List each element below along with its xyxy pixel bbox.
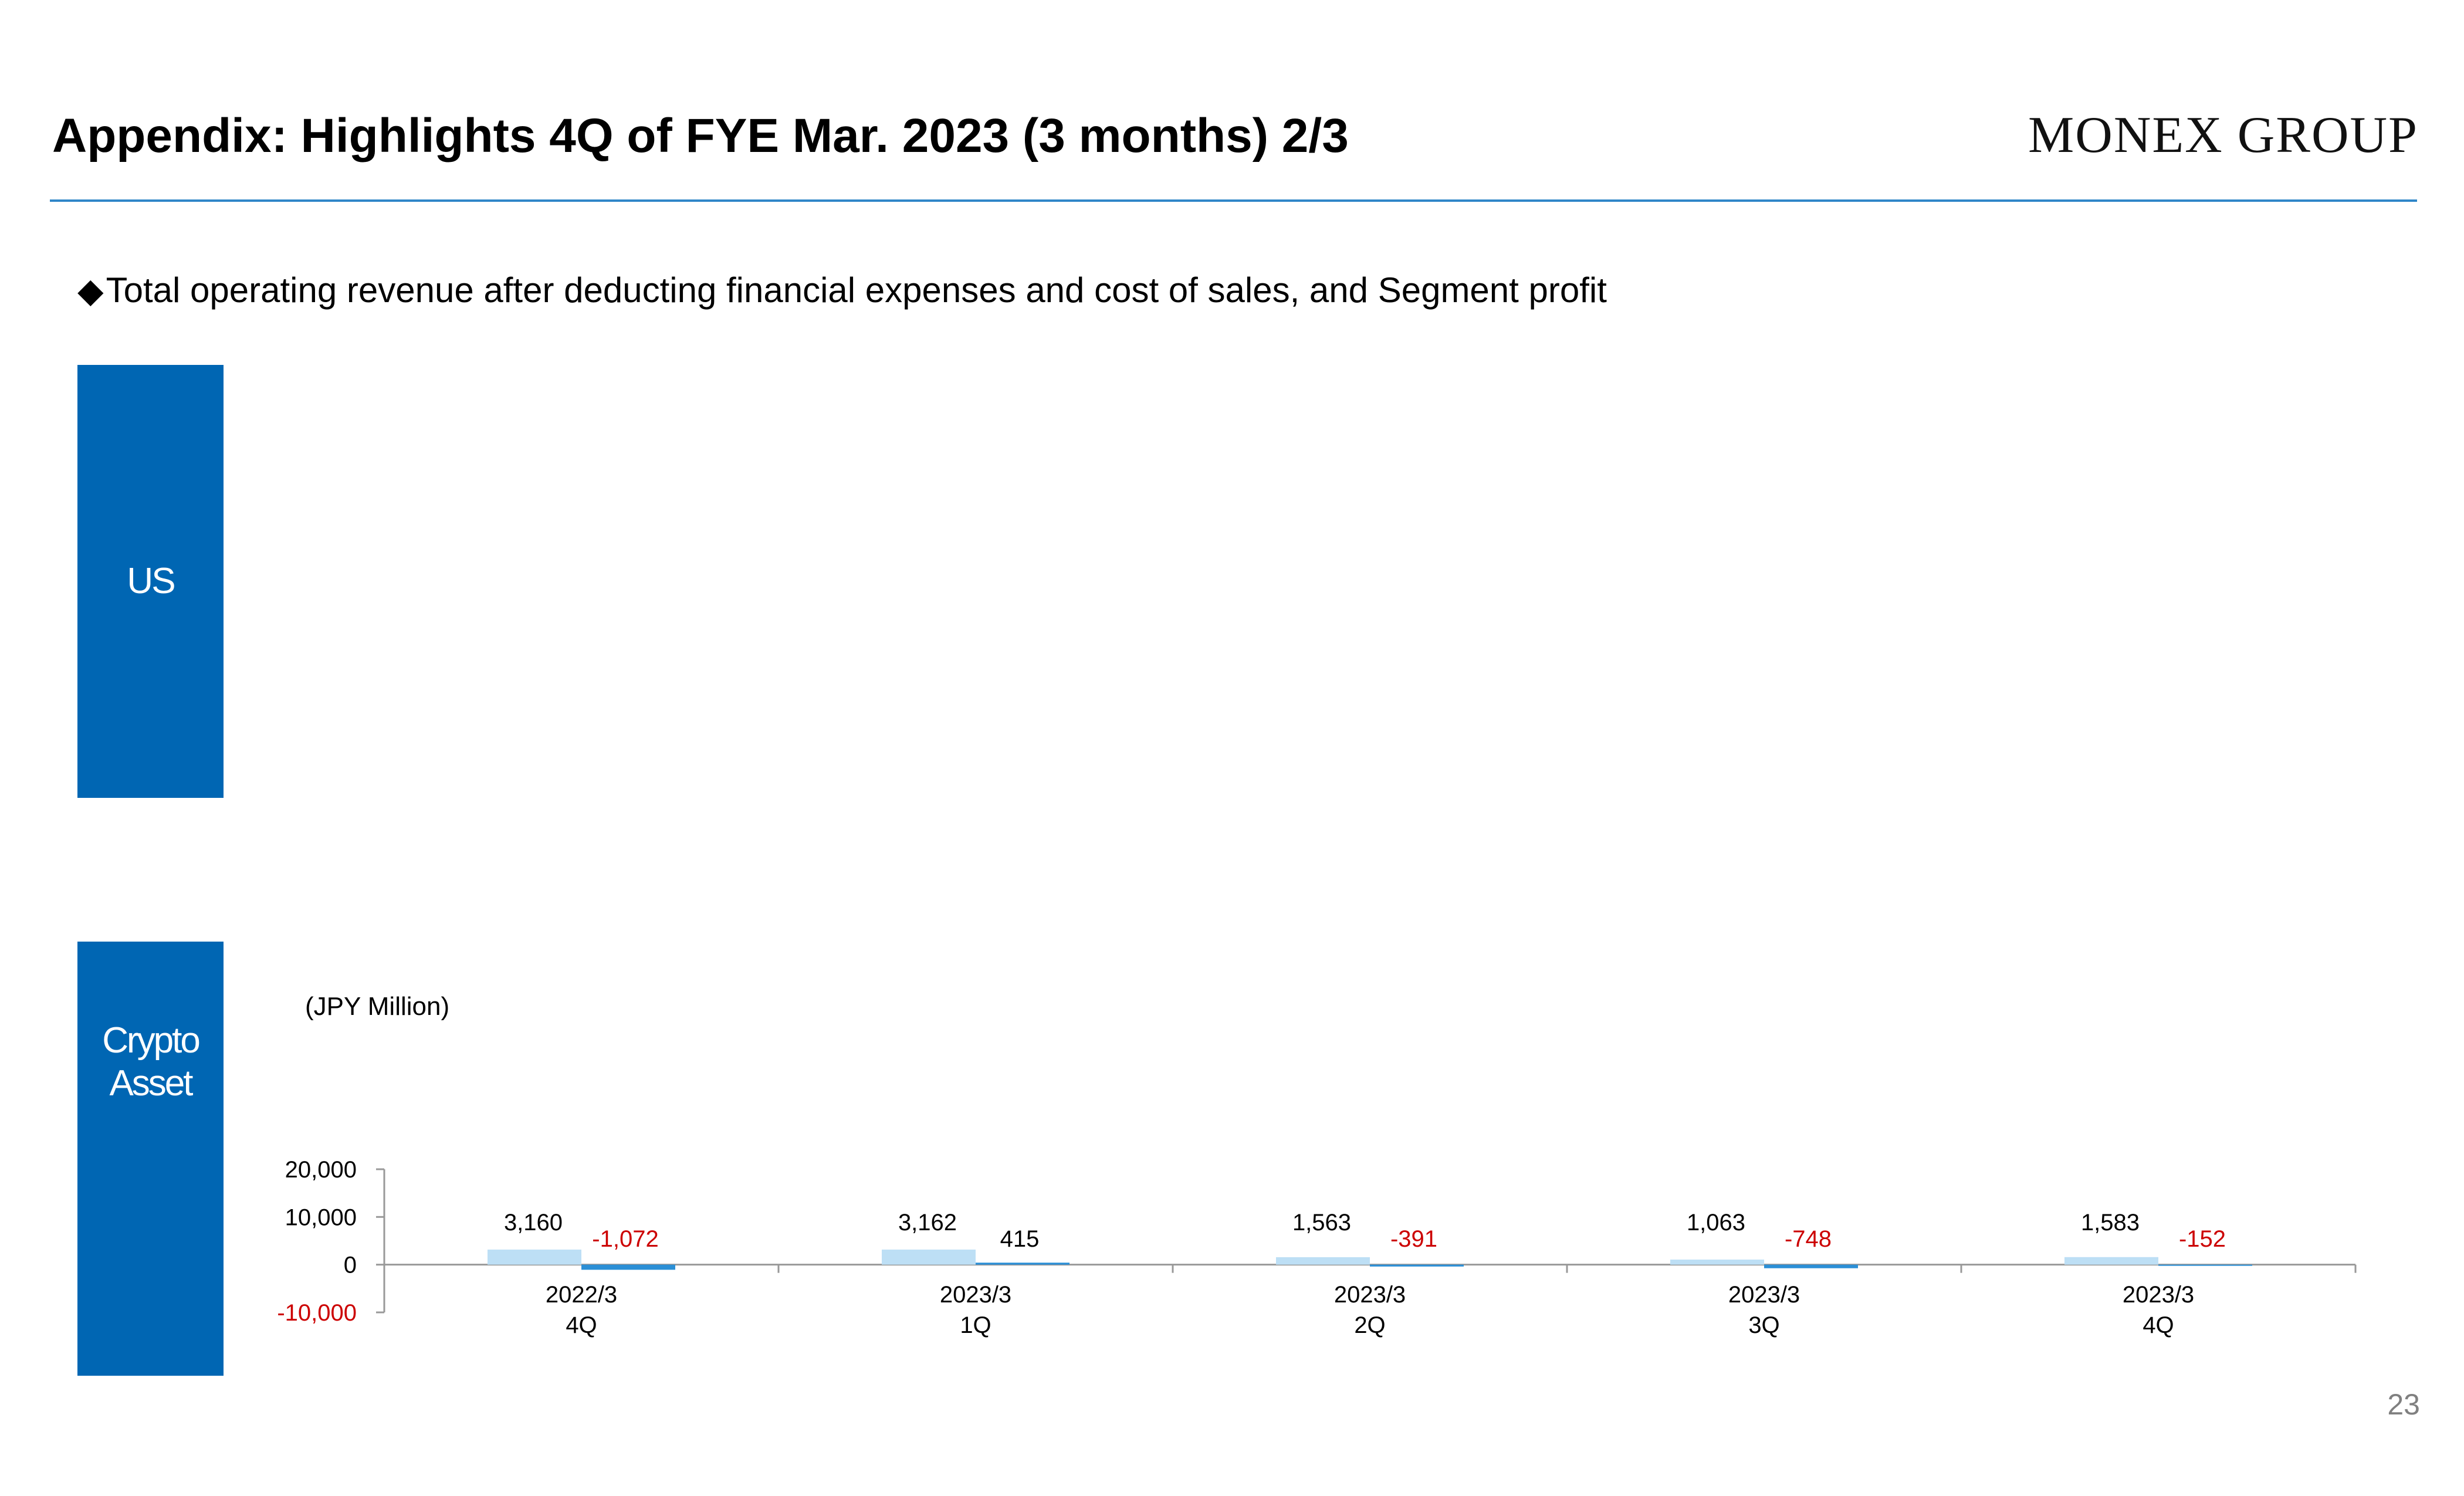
page-number: 23 bbox=[2387, 1388, 2420, 1421]
data-label-segment-profit: -391 bbox=[1390, 1226, 1437, 1252]
x-category-label-period: 2022/3 bbox=[546, 1282, 617, 1308]
diamond-bullet-icon: ◆ bbox=[77, 272, 104, 310]
y-tick-label: 20,000 bbox=[285, 1157, 357, 1183]
bar-revenue bbox=[1670, 1260, 1764, 1265]
segment-label-crypto-text: Crypto Asset bbox=[102, 1019, 201, 1105]
subtitle-text: Total operating revenue after deducting … bbox=[106, 270, 1607, 310]
data-label-segment-profit: -748 bbox=[1785, 1226, 1832, 1252]
segment-label-crypto-line1: Crypto bbox=[102, 1020, 201, 1061]
chart-unit-label: (JPY Million) bbox=[305, 992, 449, 1021]
x-category-label-period: 2023/3 bbox=[940, 1282, 1011, 1308]
y-tick-label: 0 bbox=[344, 1253, 357, 1278]
data-label-segment-profit: -1,072 bbox=[592, 1226, 658, 1252]
data-label-segment-profit: -152 bbox=[2179, 1226, 2226, 1252]
x-category-label-period: 2023/3 bbox=[2123, 1282, 2194, 1308]
data-label-revenue: 1,063 bbox=[1687, 1210, 1745, 1236]
data-label-revenue: 3,162 bbox=[898, 1210, 957, 1236]
x-category-label-quarter: 2Q bbox=[1354, 1312, 1385, 1338]
segment-label-crypto-line2: Asset bbox=[109, 1063, 193, 1104]
data-label-revenue: 3,160 bbox=[504, 1210, 563, 1236]
bar-revenue bbox=[1276, 1257, 1370, 1265]
bar-segment-profit bbox=[1764, 1264, 1858, 1268]
data-label-revenue: 1,583 bbox=[2081, 1210, 2140, 1236]
y-tick-label: -10,000 bbox=[277, 1300, 357, 1326]
x-category-label-period: 2023/3 bbox=[1334, 1282, 1406, 1308]
y-tick-label: 10,000 bbox=[285, 1204, 357, 1230]
section-subtitle: ◆Total operating revenue after deducting… bbox=[77, 270, 1607, 310]
data-label-segment-profit: 415 bbox=[1000, 1226, 1040, 1252]
segment-label-us-text: US bbox=[127, 561, 175, 602]
x-category-label-quarter: 4Q bbox=[566, 1312, 597, 1338]
x-category-label-quarter: 1Q bbox=[960, 1312, 991, 1338]
title-divider bbox=[50, 199, 2417, 202]
data-label-revenue: 1,563 bbox=[1292, 1210, 1351, 1236]
segment-label-crypto-asset: Crypto Asset bbox=[77, 942, 224, 1376]
bar-revenue bbox=[488, 1249, 581, 1265]
bar-revenue bbox=[2064, 1257, 2158, 1265]
page-title: Appendix: Highlights 4Q of FYE Mar. 2023… bbox=[52, 109, 1349, 163]
bar-segment-profit bbox=[2158, 1264, 2252, 1266]
x-category-label-period: 2023/3 bbox=[1728, 1282, 1800, 1308]
x-category-label-quarter: 3Q bbox=[1748, 1312, 1779, 1338]
bar-segment-profit bbox=[976, 1263, 1069, 1265]
company-logo: MONEX GROUP bbox=[2028, 107, 2418, 164]
bar-segment-profit bbox=[1370, 1264, 1464, 1267]
x-category-label-quarter: 4Q bbox=[2143, 1312, 2174, 1338]
bar-revenue bbox=[882, 1249, 976, 1265]
segment-label-us: US bbox=[77, 365, 224, 798]
bar-segment-profit bbox=[581, 1264, 675, 1270]
